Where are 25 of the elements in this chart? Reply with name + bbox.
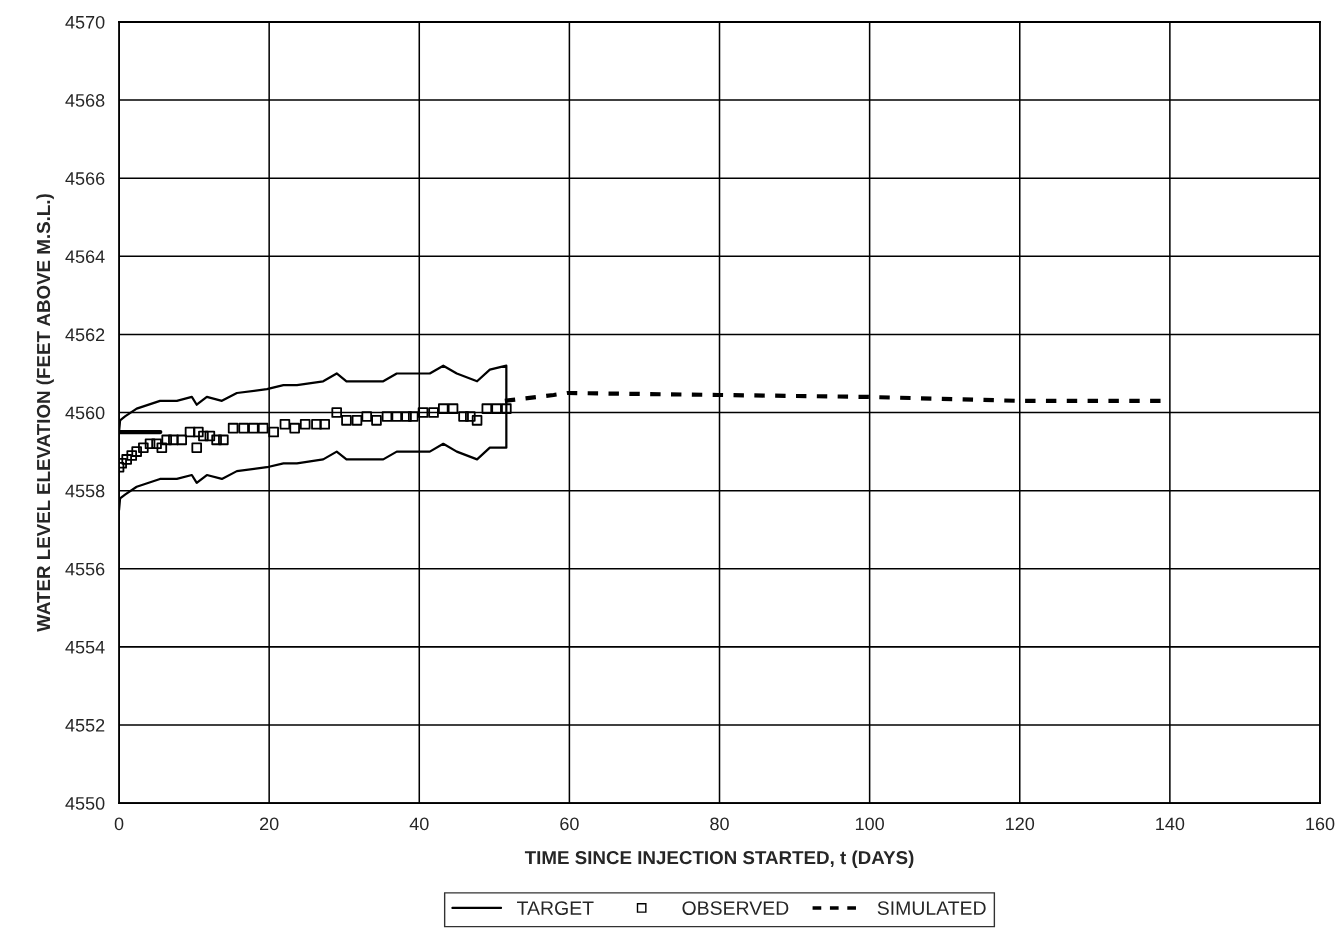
y-tick-label: 4558: [65, 484, 105, 498]
x-tick-label: 0: [114, 817, 124, 831]
y-tick-label: 4554: [65, 640, 105, 654]
legend-label: SIMULATED: [877, 901, 986, 915]
legend-label: OBSERVED: [682, 901, 789, 915]
y-axis-title: WATER LEVEL ELEVATION (FEET ABOVE M.S.L.): [36, 194, 54, 632]
y-tick-label: 4562: [65, 328, 105, 342]
x-tick-label: 140: [1156, 817, 1185, 831]
x-tick-label: 60: [560, 817, 579, 831]
y-tick-label: 4564: [65, 250, 105, 264]
y-tick-label: 4556: [65, 562, 105, 576]
y-tick-label: 4568: [65, 94, 105, 107]
x-axis-title: TIME SINCE INJECTION STARTED, t (DAYS): [524, 850, 914, 868]
y-tick-label: 4552: [65, 718, 105, 732]
x-tick-label: 40: [409, 817, 429, 831]
x-tick-label: 80: [710, 817, 729, 831]
y-tick-label: 4570: [65, 15, 105, 29]
y-tick-label: 4560: [65, 406, 105, 420]
x-tick-label: 20: [260, 817, 279, 831]
x-tick-label: 100: [855, 817, 884, 831]
legend-label: TARGET: [517, 901, 594, 915]
x-tick-label: 120: [1006, 817, 1035, 831]
y-tick-label: 4550: [65, 797, 105, 810]
y-tick-label: 4566: [65, 172, 105, 185]
x-tick-label: 160: [1306, 817, 1335, 831]
